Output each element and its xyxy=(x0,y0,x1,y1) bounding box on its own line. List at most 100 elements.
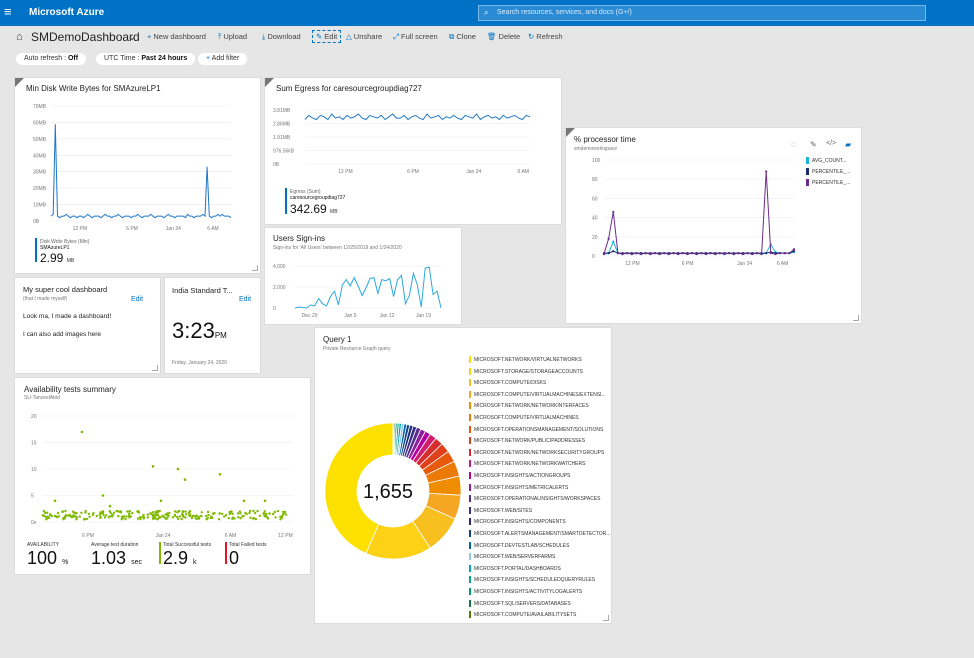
x-tick-label: 6 PM xyxy=(682,261,694,267)
y-tick-label: 60 xyxy=(592,196,598,202)
cmd-refresh-button[interactable]: ↻ Refresh xyxy=(528,32,563,41)
cmd-delete-button[interactable]: 🗑 Delete xyxy=(487,32,520,41)
legend-item[interactable]: MICROSOFT.DEVTESTLAB/SCHEDULES xyxy=(474,542,570,549)
data-point xyxy=(200,511,203,514)
code-icon[interactable]: </> xyxy=(826,140,837,147)
chevron-down-icon[interactable]: ⌄ xyxy=(127,29,138,43)
data-point xyxy=(737,252,740,255)
data-point xyxy=(765,170,768,173)
legend-item[interactable]: MICROSOFT.NETWORK/NETWORKSECURITYGROUPS xyxy=(474,449,605,456)
data-point xyxy=(128,512,131,515)
legend-item[interactable]: MICROSOFT.WEB/SITES xyxy=(474,507,533,514)
stat-label: AVAILABILITY xyxy=(27,542,60,548)
data-point xyxy=(178,515,181,518)
data-point xyxy=(714,252,717,256)
cmd-unshare-button[interactable]: △ Unshare xyxy=(346,32,382,41)
dashboard-title[interactable]: SMDemoDashboard xyxy=(31,30,140,44)
hamburger-icon[interactable]: ≡ xyxy=(4,4,12,19)
legend-item[interactable]: MICROSOFT.PORTAL/DASHBOARDS xyxy=(474,565,561,572)
legend-item[interactable]: MICROSOFT.SQL/SERVERS/DATABASES xyxy=(474,600,571,607)
tile-clock[interactable]: India Standard T... Edit 3:23PM Friday, … xyxy=(164,277,261,374)
data-point xyxy=(131,511,134,515)
data-point xyxy=(704,252,708,256)
auto-refresh-pill[interactable]: Auto refresh : Off xyxy=(16,53,87,65)
legend-item[interactable]: MICROSOFT.COMPUTE/DISKS xyxy=(474,380,547,387)
legend-item[interactable]: MICROSOFT.INSIGHTS/METRICALERTS xyxy=(474,484,569,491)
donut-slice[interactable] xyxy=(392,422,395,456)
data-point xyxy=(677,252,680,256)
metric-value: 342.69 MB xyxy=(290,202,338,216)
legend-item[interactable]: MICROSOFT.WEB/SERVERFARMS xyxy=(474,554,556,561)
legend-item[interactable]: MICROSOFT.ALERTSMANAGEMENT/SMARTDETECTOR… xyxy=(474,531,611,537)
y-tick-label: 50MB xyxy=(33,137,47,143)
x-tick-label: Jan 24 xyxy=(155,533,170,539)
data-point xyxy=(187,511,190,514)
data-point xyxy=(53,499,57,503)
cmd-edit-button[interactable]: ✎ Edit xyxy=(312,30,342,43)
data-point xyxy=(249,509,252,513)
tile-processor-time[interactable]: % processor time smdemoworkspace ◌ ✎ </>… xyxy=(565,127,862,324)
edit-link[interactable]: Edit xyxy=(131,296,144,303)
legend-item[interactable]: MICROSOFT.NETWORK/VIRTUALNETWORKS xyxy=(474,357,582,363)
legend-item[interactable]: AVG_COUNT... xyxy=(812,158,847,164)
pencil-icon[interactable]: ✎ xyxy=(810,140,817,149)
donut-slice[interactable] xyxy=(324,422,394,554)
tile-availability[interactable]: Availability tests summary SU-TanzeelAbi… xyxy=(14,377,311,575)
tile-markdown[interactable]: My super cool dashboard (that I made mys… xyxy=(14,277,161,374)
edit-link[interactable]: Edit xyxy=(239,296,252,303)
data-point xyxy=(248,511,251,515)
resize-handle[interactable] xyxy=(152,365,158,371)
legend-item[interactable]: MICROSOFT.INSIGHTS/ACTIONGROUPS xyxy=(474,473,571,479)
resize-handle[interactable] xyxy=(603,615,609,621)
legend-item[interactable]: MICROSOFT.NETWORK/NETWORKINTERFACES xyxy=(474,403,589,410)
cmd-download-button[interactable]: ⤓ Download xyxy=(262,32,301,42)
data-point xyxy=(239,517,242,520)
cmd-full-screen-button[interactable]: ⤢ Full screen xyxy=(393,32,438,42)
legend-item[interactable]: MICROSOFT.OPERATIONALINSIGHTS/WORKSPACES xyxy=(474,496,601,503)
data-point xyxy=(92,512,95,515)
data-point xyxy=(125,515,128,518)
refresh-icon[interactable]: ◌ xyxy=(791,140,796,149)
data-point xyxy=(231,516,235,519)
tile-egress[interactable]: Sum Egress for caresourcegroupdiag727 3.… xyxy=(264,77,562,225)
tile-disk-write-bytes[interactable]: Min Disk Write Bytes for SMAzureLP1 70MB… xyxy=(14,77,261,274)
legend-item[interactable]: PERCENTILE_... xyxy=(812,169,851,175)
legend-resource: SMAzureLP1 xyxy=(40,245,70,251)
tile-users-signins[interactable]: Users Sign-ins Sign-ins for 'All Users' … xyxy=(264,227,462,325)
resize-handle[interactable] xyxy=(252,265,258,271)
cmd-upload-button[interactable]: ⤒ Upload xyxy=(218,32,247,42)
utc-time-pill[interactable]: UTC Time : Past 24 hours xyxy=(96,53,196,65)
data-point xyxy=(732,252,735,256)
search-input[interactable]: ⌕ Search resources, services, and docs (… xyxy=(478,5,926,21)
cmd-new-dashboard-button[interactable]: + New dashboard xyxy=(147,32,206,41)
data-point xyxy=(154,510,157,514)
legend-item[interactable]: MICROSOFT.COMPUTE/VIRTUALMACHINES xyxy=(474,415,579,421)
tile-query[interactable]: Query 1 Private Resource Graph query 1,6… xyxy=(314,327,612,624)
data-point xyxy=(110,515,114,518)
add-filter-label: Add filter xyxy=(211,55,240,62)
legend-item[interactable]: MICROSOFT.INSIGHTS/ACTIVITYLOGALERTS xyxy=(474,589,583,595)
cmd-clone-button[interactable]: ⧉ Clone xyxy=(449,32,476,42)
legend-item[interactable]: MICROSOFT.OPERATIONSMANAGEMENT/SOLUTIONS xyxy=(474,426,604,433)
data-point xyxy=(626,252,629,255)
legend-item[interactable]: MICROSOFT.COMPUTE/AVAILABILITYSETS xyxy=(474,612,577,619)
legend-item[interactable]: MICROSOFT.INSIGHTS/COMPONENTS xyxy=(474,519,566,526)
legend-item[interactable]: MICROSOFT.NETWORK/NETWORKWATCHERS xyxy=(474,461,586,468)
legend-item[interactable]: MICROSOFT.INSIGHTS/SCHEDULEDQUERYRULES xyxy=(474,577,596,584)
brand-title[interactable]: Microsoft Azure xyxy=(29,7,105,18)
data-point xyxy=(61,510,64,514)
resize-handle[interactable] xyxy=(853,315,859,321)
legend-item[interactable]: MICROSOFT.NETWORK/PUBLICIPADDRESSES xyxy=(474,438,586,445)
data-point xyxy=(176,515,179,519)
data-point xyxy=(207,513,210,517)
pin-dashboard-icon[interactable]: ▰ xyxy=(845,140,852,149)
metric-value: 2.99 MB xyxy=(40,251,75,265)
legend-item[interactable]: PERCENTILE_... xyxy=(812,180,851,186)
data-point xyxy=(231,512,234,515)
add-filter-button[interactable]: + Add filter xyxy=(198,53,248,65)
tile-title: Users Sign-ins xyxy=(273,234,326,243)
x-tick-label: Jan 24 xyxy=(166,226,181,232)
legend-item[interactable]: MICROSOFT.COMPUTE/VIRTUALMACHINES/EXTENS… xyxy=(474,391,606,398)
legend-item[interactable]: MICROSOFT.STORAGE/STORAGEACCOUNTS xyxy=(474,368,583,375)
data-point xyxy=(138,516,142,519)
